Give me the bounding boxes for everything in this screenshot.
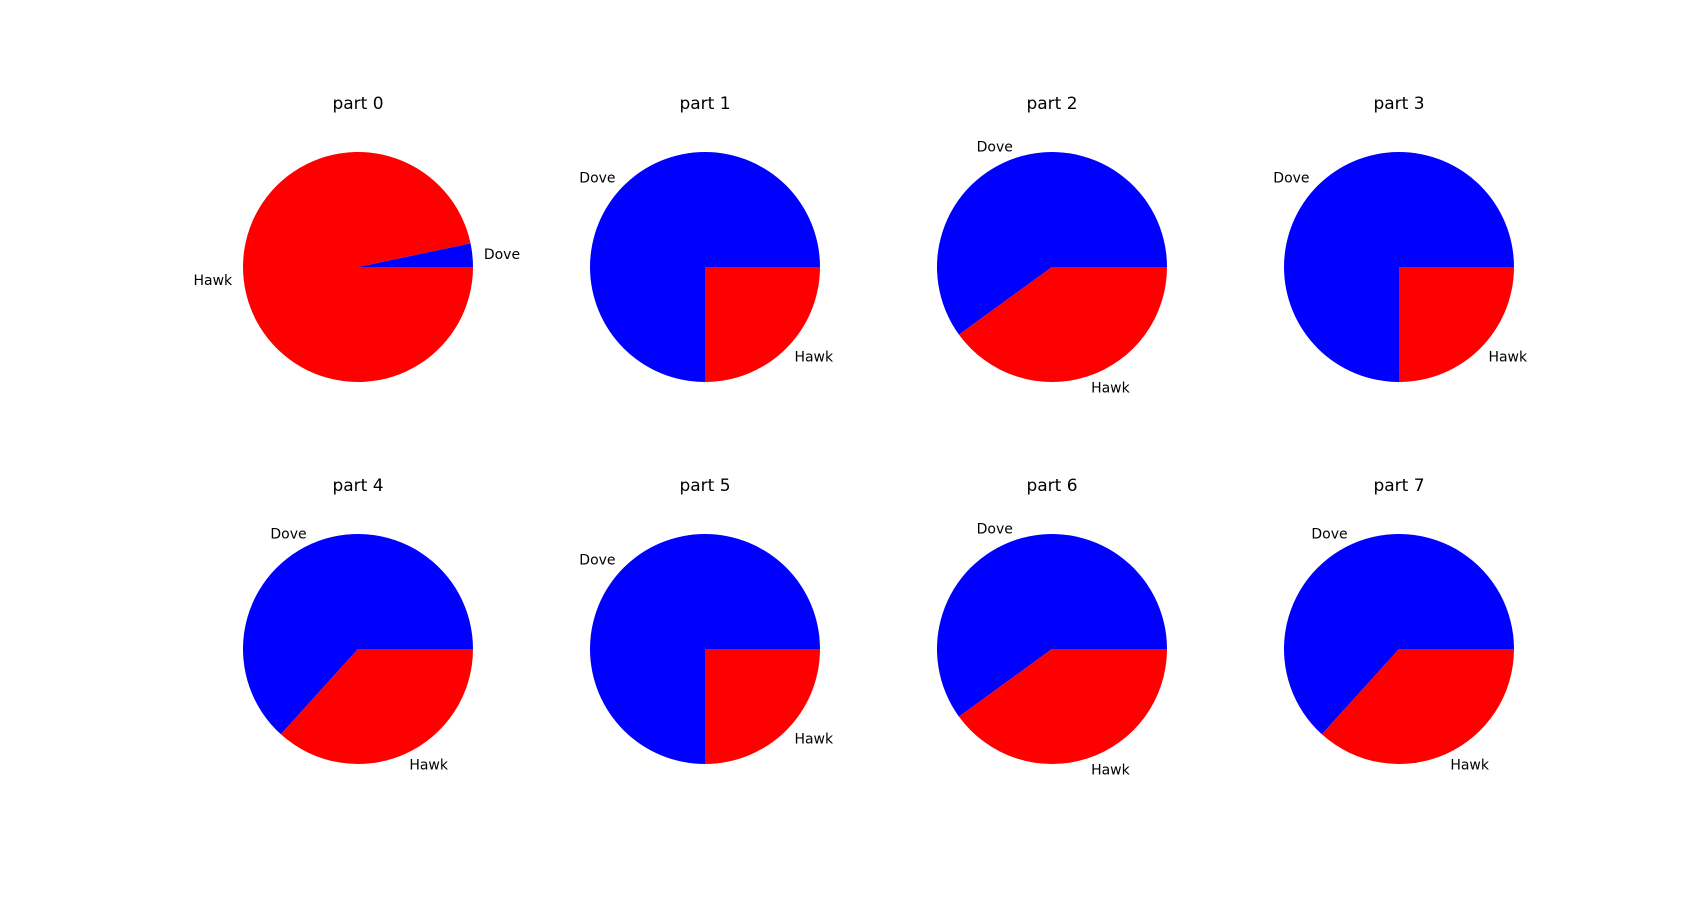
pie-chart-2: Dove Hawk part 2: [937, 94, 1167, 396]
pie-chart-5: Dove Hawk part 5: [579, 476, 834, 764]
pie-chart-7: Dove Hawk part 7: [1284, 476, 1514, 774]
pie-title: part 2: [1026, 94, 1077, 114]
slice-label-hawk: Hawk: [194, 273, 234, 289]
pie-title: part 3: [1373, 94, 1424, 114]
slice-label-hawk: Hawk: [794, 349, 834, 365]
pie-title: part 5: [679, 476, 730, 496]
pie-chart-4: Dove Hawk part 4: [243, 476, 473, 774]
slice-label-dove: Dove: [579, 171, 615, 187]
slice-label-hawk: Hawk: [794, 731, 834, 747]
slice-label-hawk: Hawk: [1091, 762, 1131, 778]
slice-label-dove: Dove: [484, 247, 520, 263]
slice-label-hawk: Hawk: [409, 758, 449, 774]
pie-chart-6: Dove Hawk part 6: [937, 476, 1167, 778]
slice-label-dove: Dove: [579, 553, 615, 569]
slice-label-dove: Dove: [977, 140, 1013, 156]
pie-title: part 0: [332, 94, 383, 114]
pie-title: part 6: [1026, 476, 1077, 496]
pie-chart-3: Dove Hawk part 3: [1273, 94, 1528, 382]
pie-chart-0: Dove Hawk part 0: [194, 94, 521, 382]
pie-chart-1: Dove Hawk part 1: [579, 94, 834, 382]
slice-label-hawk: Hawk: [1488, 349, 1528, 365]
slice-label-dove: Dove: [1311, 526, 1347, 542]
slice-label-hawk: Hawk: [1091, 380, 1131, 396]
pie-title: part 7: [1373, 476, 1424, 496]
slice-label-dove: Dove: [270, 526, 306, 542]
pie-title: part 4: [332, 476, 383, 496]
slice-label-dove: Dove: [1273, 171, 1309, 187]
slice-label-hawk: Hawk: [1450, 758, 1490, 774]
pie-title: part 1: [679, 94, 730, 114]
slice-label-dove: Dove: [977, 522, 1013, 538]
